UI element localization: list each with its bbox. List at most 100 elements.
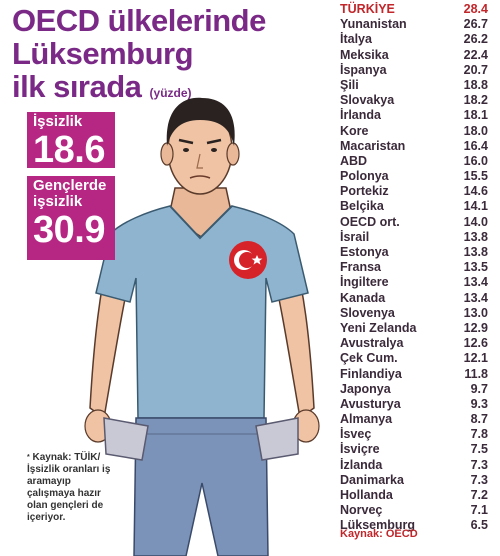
country-value: 12.6: [463, 336, 488, 351]
list-item: Meksika 22.4: [340, 48, 488, 63]
list-item: Kanada 13.4: [340, 291, 488, 306]
country-value: 13.4: [463, 275, 488, 290]
country-name: Danimarka: [340, 472, 404, 487]
list-item: Norveç 7.1: [340, 503, 488, 518]
country-value: 26.2: [463, 32, 488, 47]
footnote: * Kaynak: TÜİK/İşsizlik oranları iş aram…: [27, 452, 115, 524]
country-value: 7.1: [470, 503, 488, 518]
list-item: Şili 18.8: [340, 78, 488, 93]
man-empty-pockets-illustration: [84, 97, 320, 556]
country-name: Lüksemburg: [340, 518, 416, 533]
country-value: 6.5: [470, 518, 488, 533]
headline-line-2: Lüksemburg: [12, 36, 194, 71]
country-value: 13.8: [463, 229, 488, 244]
country-name: Slovakya: [340, 93, 395, 108]
list-item: Macaristan 16.4: [340, 139, 488, 154]
country-name: İsrail: [340, 229, 370, 244]
country-name: İzlanda: [340, 457, 383, 472]
country-value: 9.7: [470, 381, 488, 396]
country-value: 16.4: [463, 138, 488, 153]
list-item: Fransa 13.5: [340, 260, 488, 275]
list-item: Avustralya 12.6: [340, 336, 488, 351]
country-value: 26.7: [463, 17, 488, 32]
country-name: Norveç: [340, 503, 383, 518]
youth-unemployment-value: 30.9: [33, 209, 105, 251]
country-name: Çek Cum.: [340, 351, 398, 366]
list-item: Avusturya 9.3: [340, 397, 488, 412]
list-item: Japonya 9.7: [340, 382, 488, 397]
country-name: Japonya: [340, 381, 391, 396]
country-name: Kanada: [340, 290, 386, 305]
source-credit: Kaynak: OECD: [340, 528, 418, 540]
country-value: 11.8: [464, 366, 488, 381]
country-value: 13.0: [463, 305, 488, 320]
list-item: Çek Cum. 12.1: [340, 351, 488, 366]
youth-unemployment-box: Gençlerde işsizlik 30.9: [27, 176, 115, 260]
country-value: 7.3: [470, 472, 488, 487]
country-name: İtalya: [340, 32, 372, 47]
country-value: 18.8: [463, 77, 488, 92]
country-value: 14.0: [463, 214, 488, 229]
country-name: Belçika: [340, 199, 384, 214]
country-name: Kore: [340, 123, 369, 138]
country-name: Meksika: [340, 47, 389, 62]
youth-unemployment-label-2: işsizlik: [33, 193, 83, 210]
list-item: Polonya 15.5: [340, 169, 488, 184]
list-item: Estonya 13.8: [340, 245, 488, 260]
country-value: 7.5: [470, 442, 488, 457]
headline: OECD ülkelerinde Lüksemburg ilk sırada (…: [12, 4, 342, 110]
country-value: 20.7: [463, 62, 488, 77]
country-value: 18.2: [463, 93, 488, 108]
country-value: 14.1: [463, 199, 488, 214]
country-value: 12.1: [463, 351, 488, 366]
country-ranking-list: TÜRKİYE 28.4 Yunanistan 26.7 İtalya 26.2 Meksi…: [340, 2, 488, 534]
list-item: İrlanda 18.1: [340, 108, 488, 123]
footnote-star: *: [27, 454, 30, 461]
country-name: Portekiz: [340, 184, 389, 199]
list-item: İtalya 26.2: [340, 32, 488, 47]
list-item: TÜRKİYE 28.4: [340, 2, 488, 17]
country-name: İngiltere: [340, 275, 389, 290]
country-name: Yunanistan: [340, 17, 407, 32]
country-name: Yeni Zelanda: [340, 320, 417, 335]
country-name: Polonya: [340, 169, 389, 184]
country-value: 12.9: [463, 320, 488, 335]
country-name: Hollanda: [340, 488, 393, 502]
list-item: Hollanda 7.2: [340, 488, 488, 503]
country-value: 28.4: [463, 2, 488, 16]
list-item: İsrail 13.8: [340, 230, 488, 245]
country-value: 8.7: [470, 412, 488, 427]
list-item: Portekiz 14.6: [340, 184, 488, 199]
list-item: OECD ort. 14.0: [340, 215, 488, 230]
country-value: 7.8: [470, 427, 488, 442]
country-name: İspanya: [340, 62, 387, 77]
list-item: İzlanda 7.3: [340, 458, 488, 473]
list-item: Yeni Zelanda 12.9: [340, 321, 488, 336]
list-item: Finlandiya 11.8: [340, 367, 488, 382]
list-item: İspanya 20.7: [340, 63, 488, 78]
country-name: Şili: [340, 77, 359, 92]
country-value: 15.5: [463, 169, 488, 184]
country-name: İsviçre: [340, 442, 380, 457]
country-name: Avustralya: [340, 336, 404, 351]
country-value: 14.6: [463, 184, 488, 199]
country-value: 7.2: [470, 488, 488, 502]
list-item: Lüksemburg 6.5: [340, 518, 488, 533]
country-value: 18.1: [463, 108, 488, 123]
footnote-text: Kaynak: TÜİK/İşsizlik oranları iş aramay…: [27, 452, 111, 523]
country-name: OECD ort.: [340, 214, 400, 229]
list-item: İsveç 7.8: [340, 427, 488, 442]
unit-label: (yüzde): [149, 86, 192, 100]
country-name: ABD: [340, 153, 368, 168]
list-item: Danimarka 7.3: [340, 473, 488, 488]
list-item: İngiltere 13.4: [340, 275, 488, 290]
country-name: Fransa: [340, 260, 381, 275]
headline-line-3: ilk sırada (yüzde): [12, 70, 342, 110]
unemployment-box: İşsizlik 18.6: [27, 112, 115, 170]
list-item: ABD 16.0: [340, 154, 488, 169]
country-value: 9.3: [470, 396, 488, 411]
headline-line-1: OECD ülkelerinde: [12, 3, 266, 38]
country-name: Estonya: [340, 245, 389, 259]
headline-line-3-text: ilk sırada: [12, 69, 142, 104]
list-item: Almanya 8.7: [340, 412, 488, 427]
